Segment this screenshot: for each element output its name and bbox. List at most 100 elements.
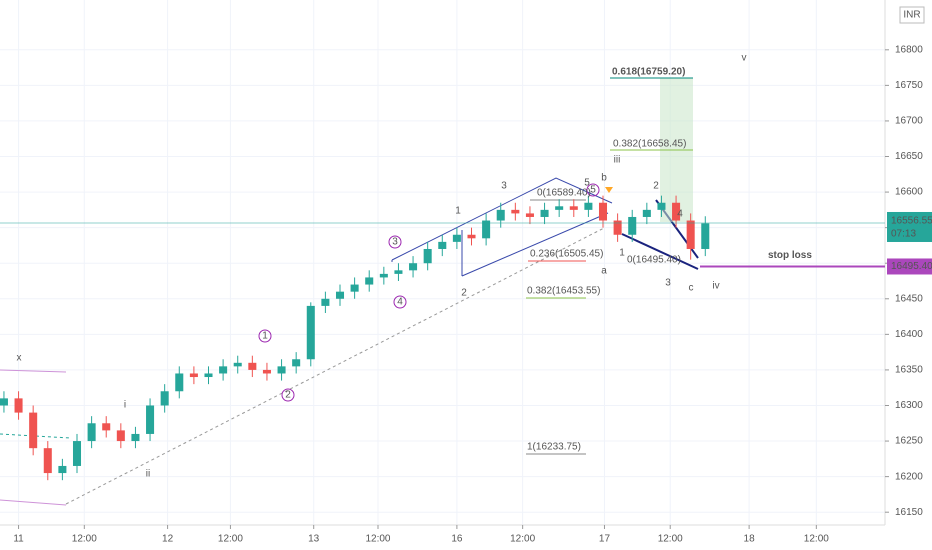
annotation: 1 (262, 331, 268, 342)
annotation: 2 (461, 288, 467, 299)
candle-body (438, 241, 447, 249)
candle-body (43, 448, 52, 474)
countdown: 07:13 (891, 229, 916, 240)
candle-body (452, 234, 461, 242)
wave-circle (388, 235, 402, 249)
candle-body (292, 359, 301, 367)
annotation: a (601, 266, 607, 277)
candle-body (14, 398, 23, 413)
candle-body (87, 423, 96, 442)
annotation: 0(16589.40) (537, 188, 591, 199)
annotation: iii (614, 155, 621, 166)
annotation: 3 (501, 181, 507, 192)
x-tick-label: 12:00 (218, 534, 243, 545)
x-tick-label: 12:00 (365, 534, 390, 545)
last-price: 16556.55 (891, 216, 932, 227)
candle-body (29, 412, 38, 449)
candle-body (496, 209, 505, 221)
candle-body (423, 248, 432, 264)
candle-body (189, 373, 198, 378)
trend-line (0, 499, 67, 506)
candle-body (306, 305, 315, 360)
candle-body (72, 441, 82, 466)
annotation: 5 (590, 185, 596, 196)
candle-body (277, 366, 286, 374)
candle-body (657, 202, 666, 210)
drawings (0, 77, 699, 506)
candle-body (511, 209, 520, 214)
wave-circle (258, 329, 272, 343)
y-tick-label: 16600 (895, 187, 923, 198)
x-tick-label: 12:00 (72, 534, 97, 545)
candle-body (569, 206, 578, 210)
y-tick-label: 16250 (895, 436, 923, 447)
candle-body (613, 220, 622, 235)
annotation: b (601, 173, 607, 184)
wave-circle (393, 295, 407, 309)
candle-body (335, 291, 345, 299)
y-tick-label: 16700 (895, 116, 923, 127)
candle-body (102, 423, 111, 431)
x-tick-label: 11 (13, 534, 24, 545)
candle-body (628, 216, 637, 235)
annotation: 1(16233.75) (527, 442, 581, 453)
candle-body (555, 206, 564, 210)
candle-body (262, 369, 271, 374)
y-tick-label: 16800 (895, 44, 923, 55)
x-tick-label: 18 (744, 534, 756, 545)
annotation: 3 (665, 278, 671, 289)
currency-box (899, 6, 925, 24)
candle-body (58, 465, 67, 474)
candle-body (672, 202, 681, 221)
y-tick-label: 16650 (895, 151, 923, 162)
annotation: 2 (653, 181, 659, 192)
trend-line (65, 227, 605, 505)
x-tick-label: 12:00 (658, 534, 683, 545)
annotation: v (742, 53, 747, 64)
y-tick-label: 16200 (895, 471, 923, 482)
candle-body (584, 202, 593, 210)
wave-circle (281, 388, 295, 402)
annotation: x (17, 353, 22, 364)
trend-line (0, 369, 67, 373)
candle-body (233, 362, 242, 367)
candle-body (131, 433, 140, 442)
wedge-line (621, 233, 699, 270)
channel (391, 177, 613, 261)
y-tick-label: 16150 (895, 507, 923, 518)
annotation: 0.618(16759.20) (612, 67, 685, 78)
annotation: 0.382(16658.45) (613, 139, 686, 150)
wave-circle (586, 183, 600, 197)
candle-body (0, 398, 8, 406)
annotation: i (124, 400, 126, 411)
x-tick-label: 13 (308, 534, 320, 545)
candle-body (525, 213, 534, 217)
candle-body (175, 373, 184, 392)
last-price-box (887, 211, 932, 242)
y-tick-label: 16400 (895, 329, 923, 340)
stop-loss-label: stop loss (768, 250, 812, 261)
channel (461, 212, 609, 277)
candle-body (394, 270, 403, 274)
candle-body (701, 223, 710, 249)
candle-body (116, 430, 125, 442)
candle-body (379, 273, 388, 278)
annotation: 4 (677, 209, 683, 220)
annotation: iv (712, 281, 719, 292)
candle-body (482, 220, 491, 239)
x-tick-label: 17 (599, 534, 611, 545)
annotation: 3 (392, 237, 398, 248)
x-tick-label: 16 (451, 534, 463, 545)
stop-loss-box (887, 258, 932, 275)
currency: INR (903, 10, 920, 21)
marker (605, 187, 613, 193)
annotation: 1 (455, 206, 461, 217)
y-tick-label: 16350 (895, 365, 923, 376)
annotation: 2 (285, 390, 291, 401)
candle-body (365, 277, 374, 285)
candle-body (204, 373, 213, 378)
candle-body (409, 263, 418, 271)
candle-body (642, 209, 651, 217)
candle-body (219, 366, 228, 374)
y-tick-label: 16450 (895, 293, 923, 304)
